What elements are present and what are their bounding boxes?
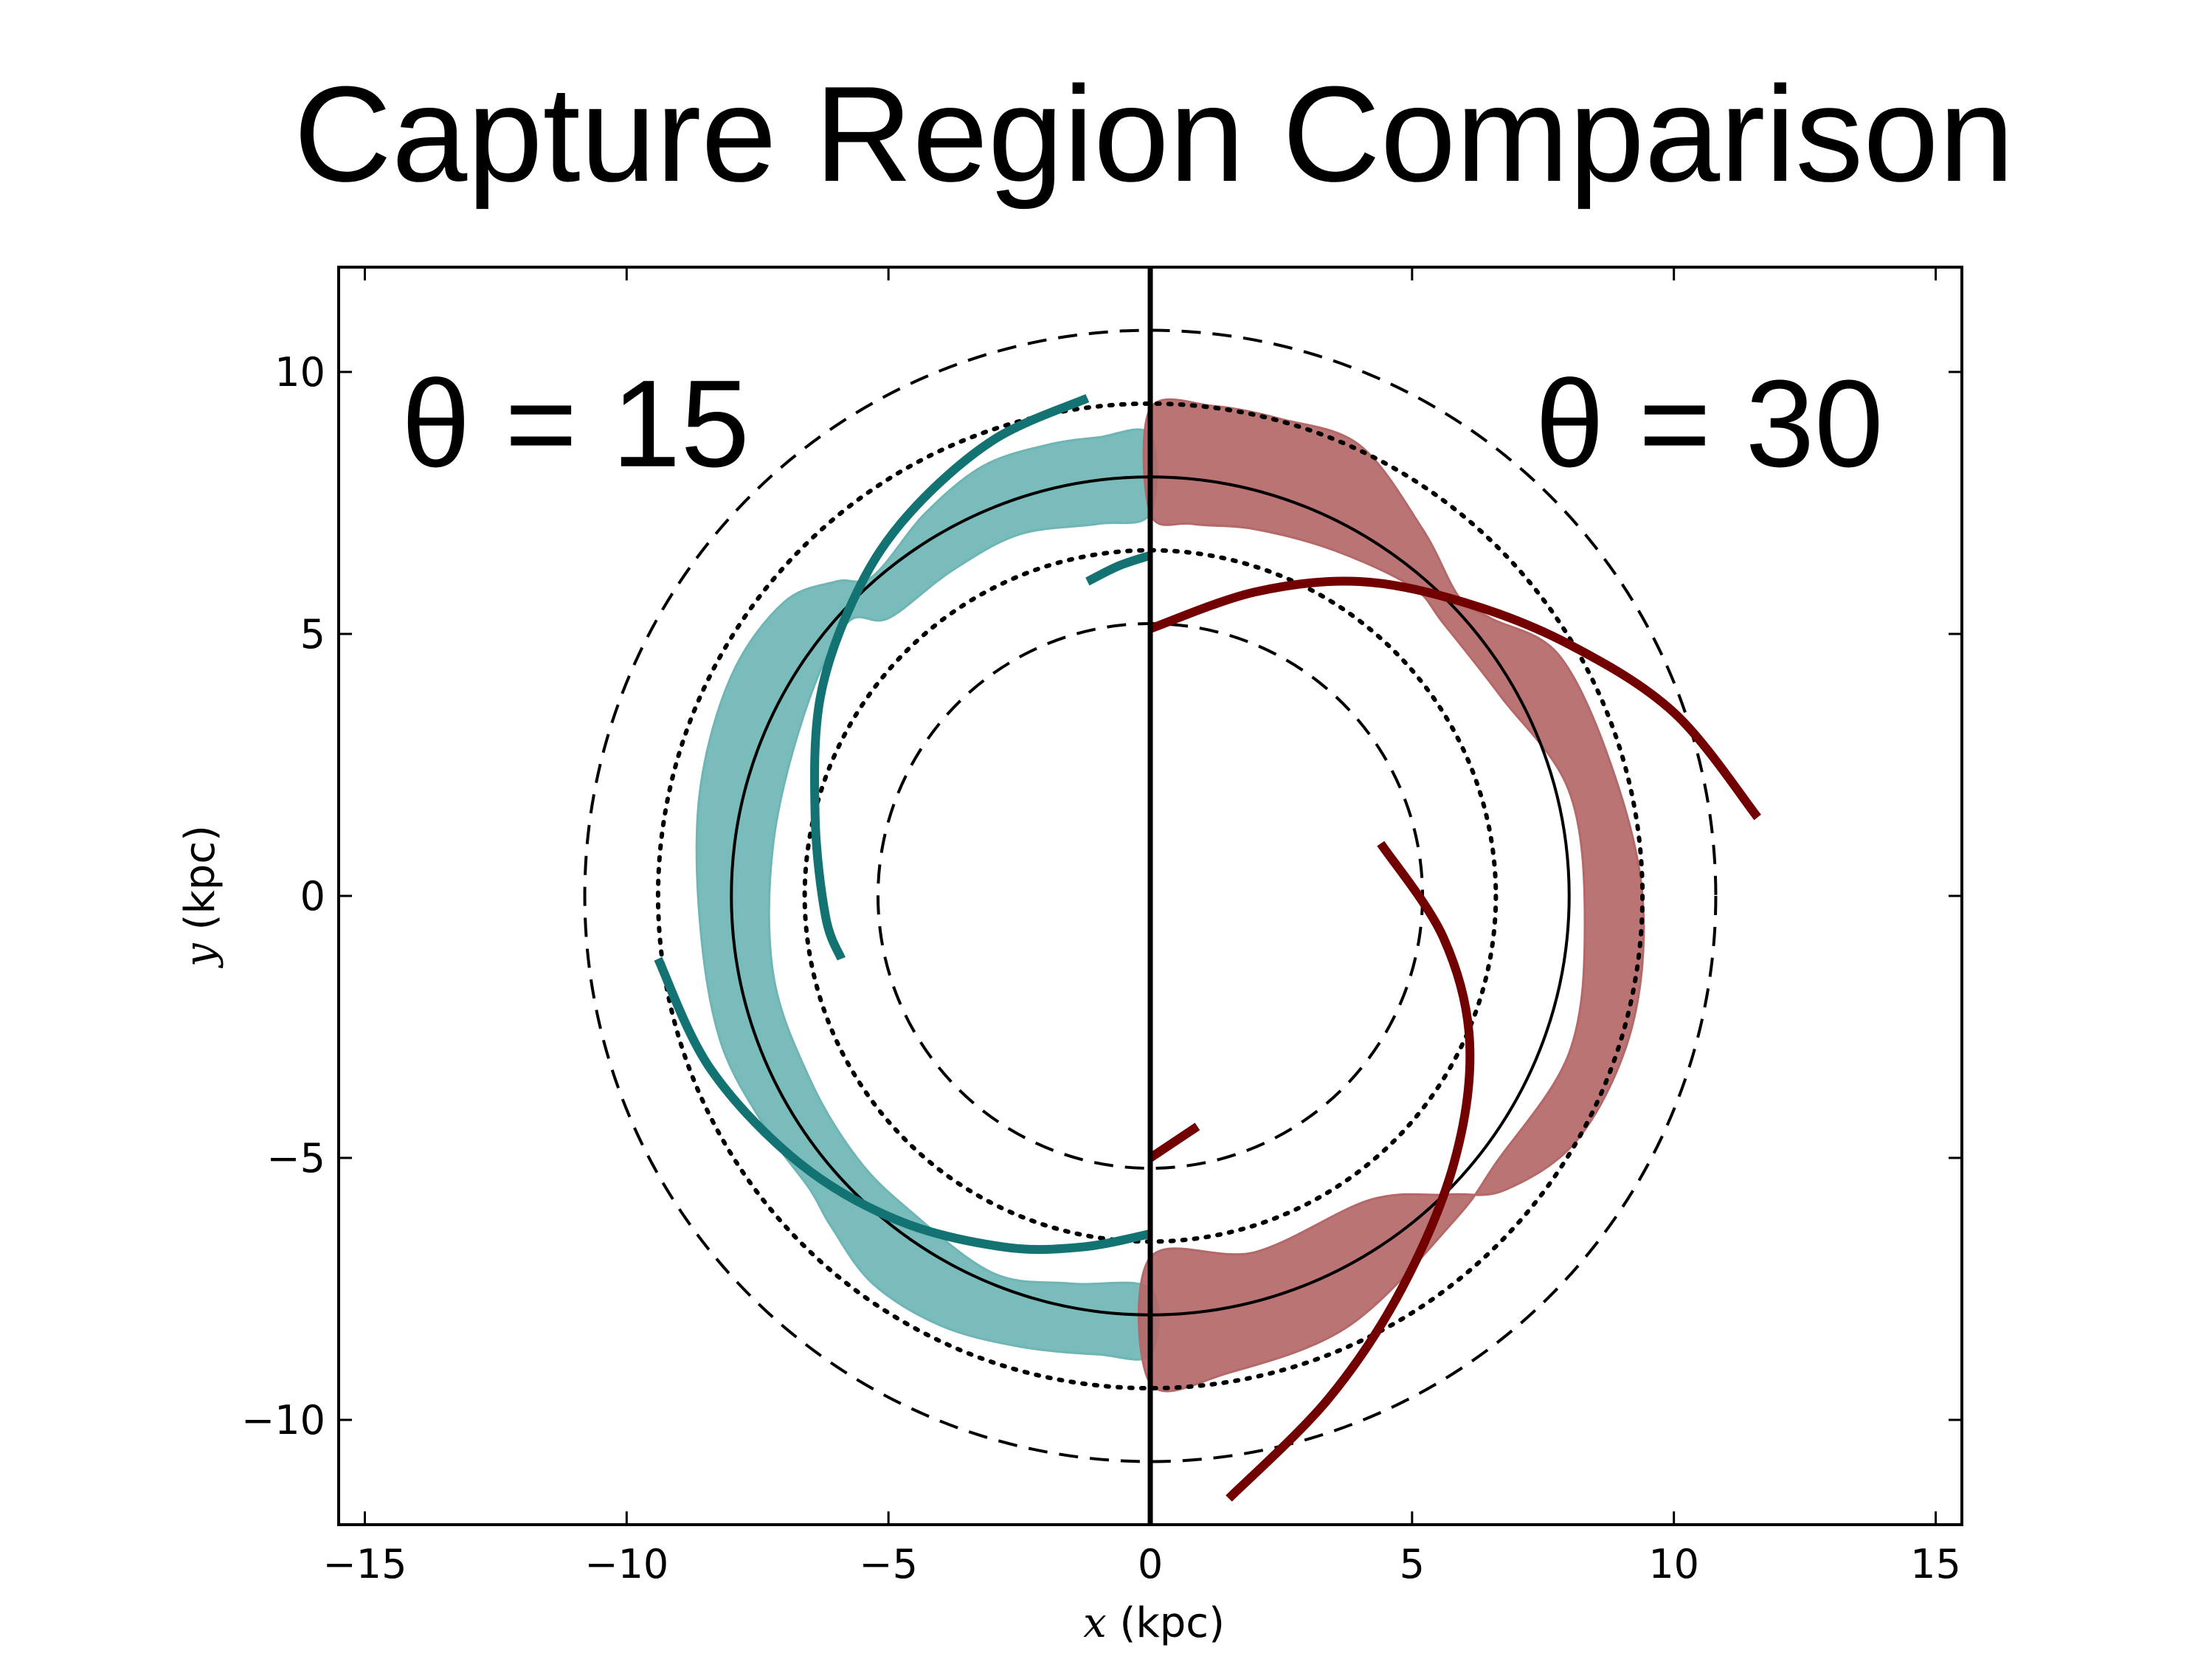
- x-tick-label: 0: [1138, 1541, 1163, 1587]
- x-tick-label: −15: [322, 1541, 407, 1587]
- axis-ticks: −15 −10 −5 0 5 10 15 −10 −5 0 5 10: [241, 267, 1962, 1587]
- chart-title: Capture Region Comparison: [294, 58, 2014, 210]
- theta-30-arm-1: [1149, 576, 1761, 821]
- theta-15-arm-2: [1085, 551, 1152, 586]
- x-axis-label: x (kpc): [1083, 1599, 1225, 1647]
- circle-outer-dashed: [583, 328, 1718, 1463]
- y-tick-label: 0: [300, 873, 325, 920]
- x-tick-label: 10: [1648, 1541, 1699, 1587]
- x-axis-var: x: [1083, 1599, 1107, 1647]
- y-tick-label: −10: [241, 1397, 325, 1444]
- x-axis-unit: (kpc): [1119, 1599, 1224, 1647]
- spiral-arms: [654, 393, 1761, 1502]
- theta-15-capture-region: [695, 428, 1160, 1361]
- x-tick-label: 15: [1910, 1541, 1961, 1587]
- x-tick-label: −10: [584, 1541, 668, 1587]
- y-axis-unit: (kpc): [176, 825, 224, 930]
- theta-15-arm-1: [810, 393, 1090, 961]
- y-axis-label: y (kpc): [176, 825, 224, 969]
- theta-30-arm-3: [1147, 1122, 1200, 1162]
- theta-15-arm-3: [654, 956, 1152, 1255]
- x-tick-label: −5: [859, 1541, 918, 1587]
- y-tick-label: −5: [266, 1135, 325, 1182]
- theta-30-label: θ = 30: [1535, 354, 1884, 493]
- circle-outer-dotted: [655, 401, 1645, 1391]
- theta-30-capture-region: [1137, 398, 1645, 1393]
- y-tick-label: 10: [274, 349, 325, 396]
- theta-15-label: θ = 15: [401, 354, 750, 493]
- plot-area: [583, 328, 1761, 1502]
- theta-30-arm-2: [1226, 841, 1475, 1502]
- y-tick-label: 5: [300, 611, 325, 658]
- y-axis-var: y: [176, 942, 224, 969]
- x-tick-label: 5: [1400, 1541, 1425, 1587]
